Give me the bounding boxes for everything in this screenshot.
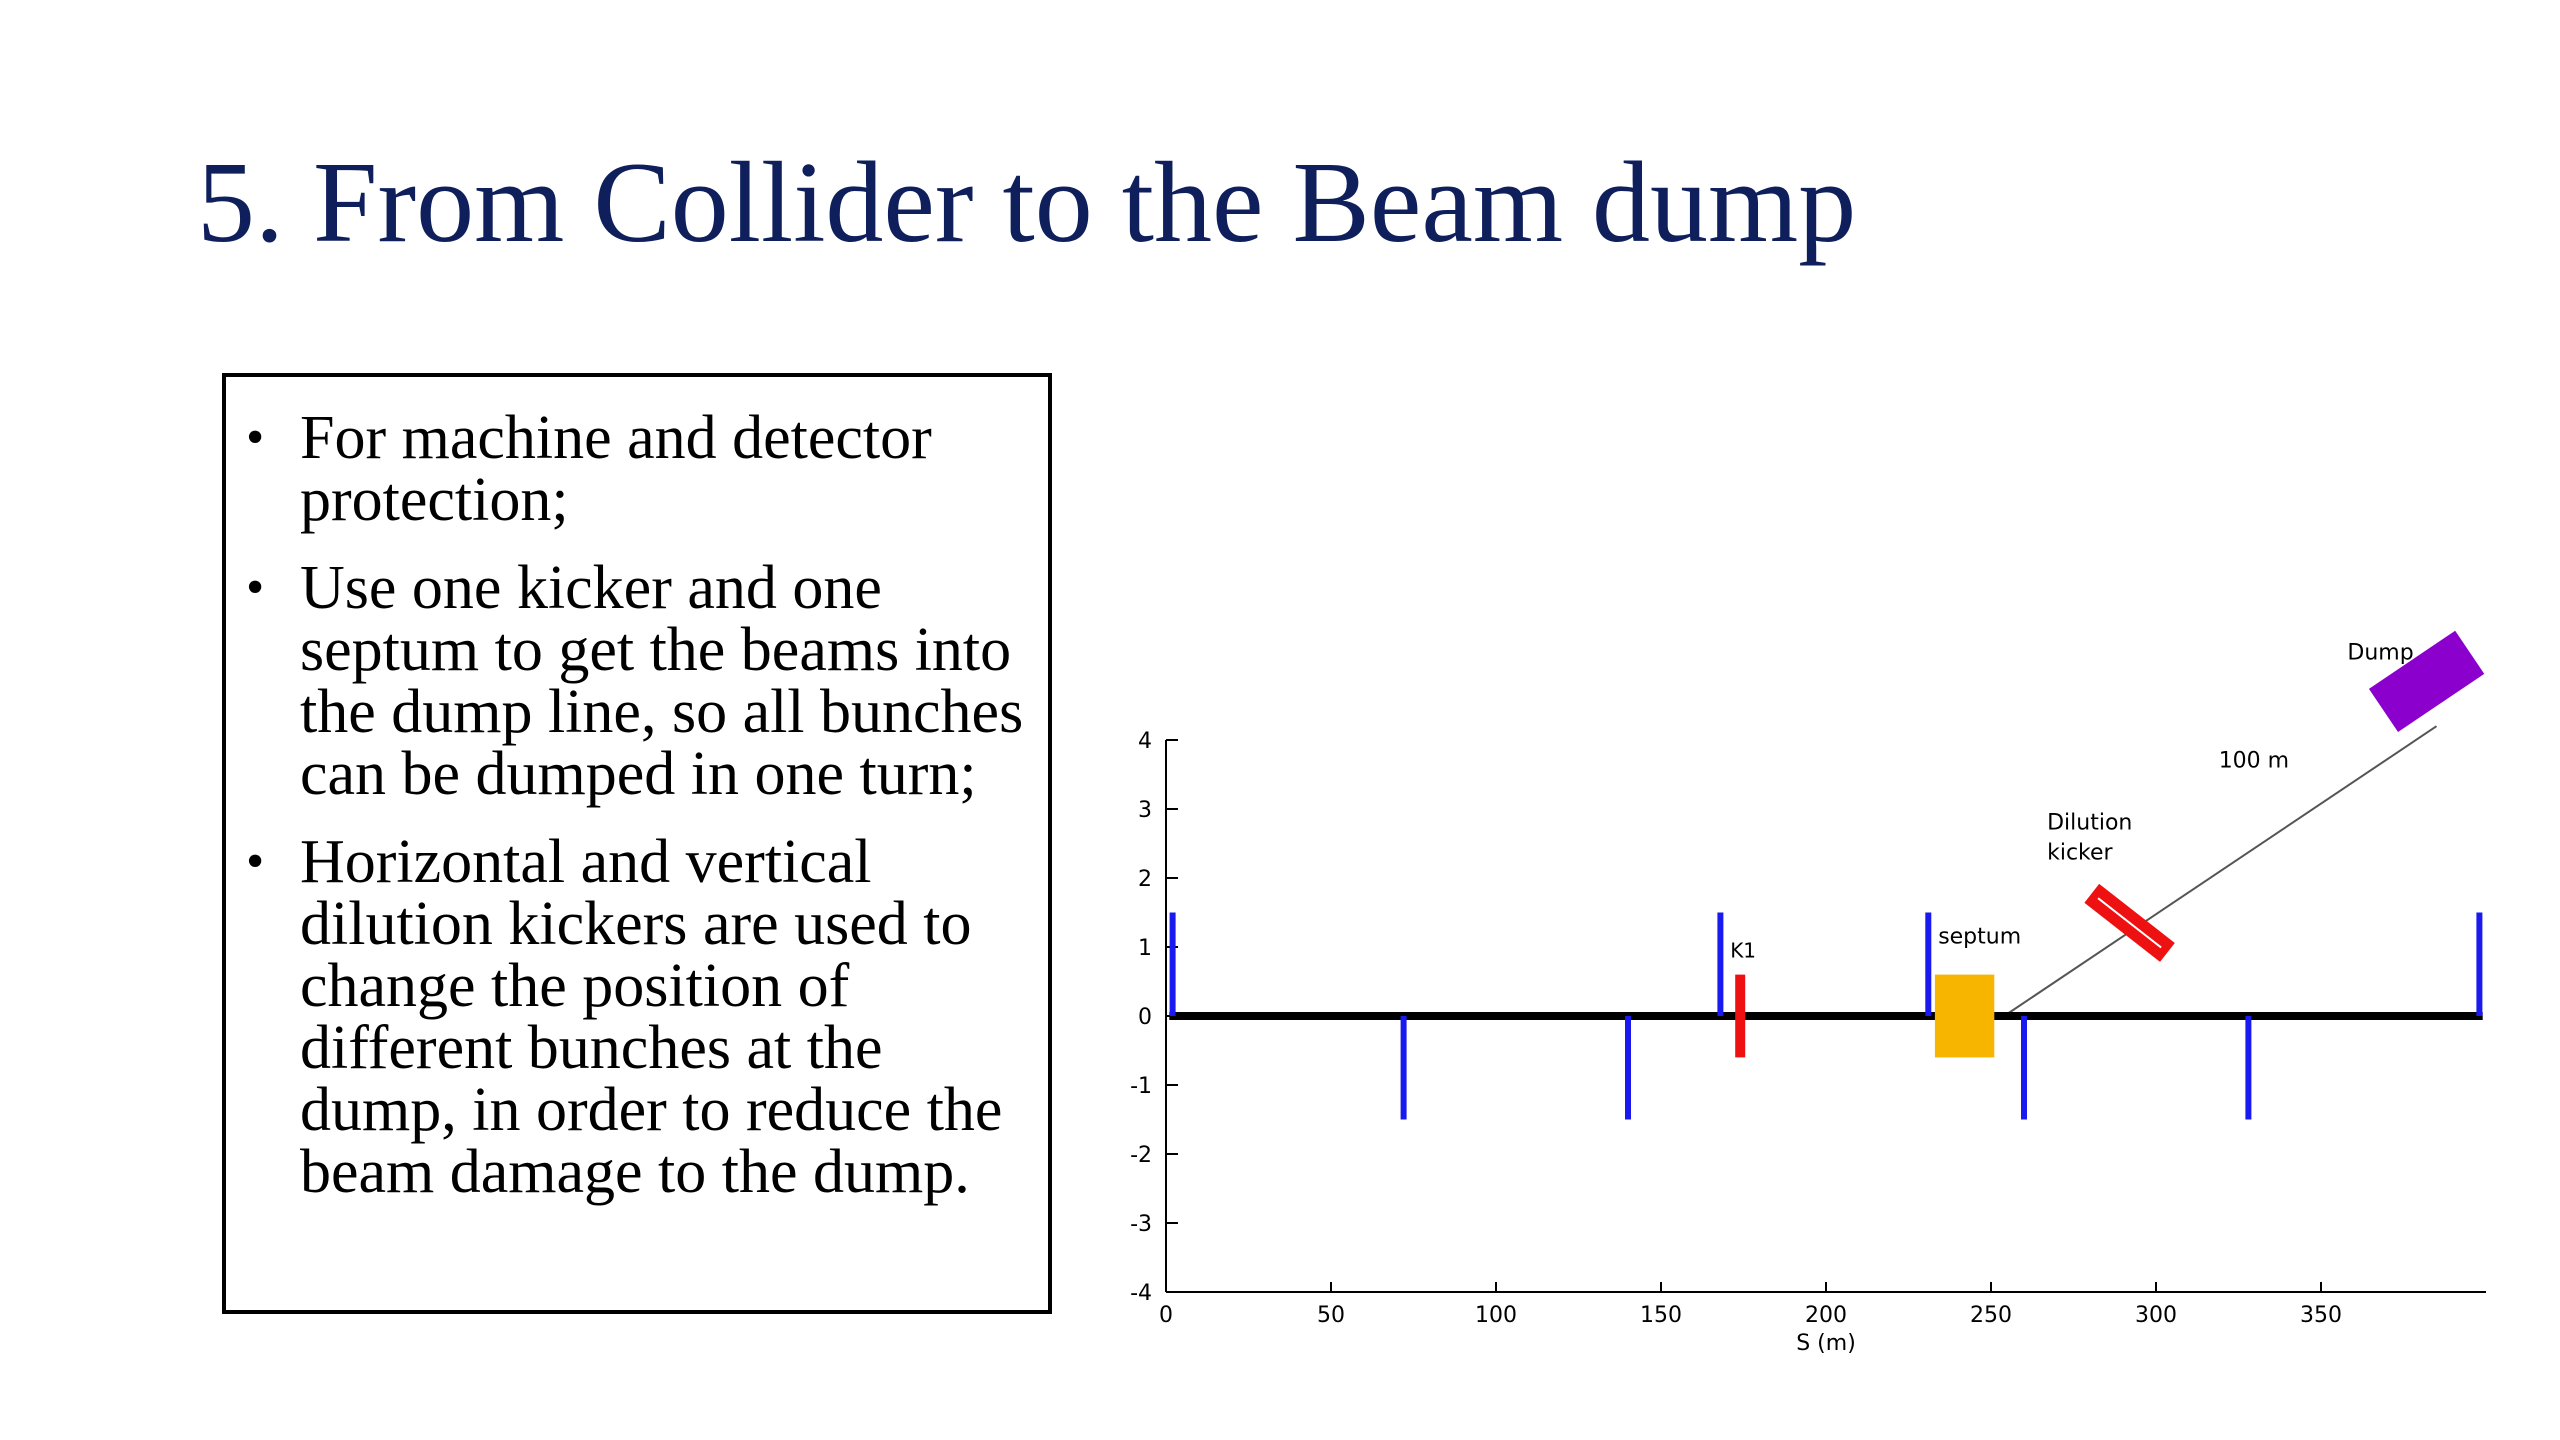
x-tick-label: 300 <box>2135 1303 2177 1328</box>
bullet-dot: • <box>246 409 265 466</box>
y-tick-label: -1 <box>1130 1074 1152 1099</box>
x-tick-label: 50 <box>1317 1303 1345 1328</box>
x-tick-label: 150 <box>1640 1303 1682 1328</box>
dump-line <box>2003 725 2438 1017</box>
k1-label: K1 <box>1730 938 1756 962</box>
x-tick-label: 350 <box>2300 1303 2342 1328</box>
bullet-box: • For machine and detector protection; •… <box>222 373 1052 1314</box>
bullet-dot: • <box>246 833 265 890</box>
bullet-dot: • <box>246 559 265 616</box>
dilution-label-line1: Dilution <box>2047 811 2132 836</box>
dump-block <box>2368 630 2485 732</box>
septum-block <box>1934 974 1995 1058</box>
x-axis-label: S (m) <box>1796 1331 1856 1356</box>
bullet-item: • Use one kicker and one septum to get t… <box>246 557 1028 805</box>
x-tick-label: 0 <box>1159 1303 1173 1328</box>
y-tick-label: 0 <box>1138 1005 1152 1030</box>
bullet-item: • Horizontal and vertical dilution kicke… <box>246 831 1028 1203</box>
dilution-label-line2: kicker <box>2047 840 2113 865</box>
bullet-text: Horizontal and vertical dilution kickers… <box>300 828 1003 1206</box>
x-tick-label: 250 <box>1970 1303 2012 1328</box>
distance-label: 100 m <box>2219 749 2289 774</box>
dump-label: Dump <box>2347 640 2413 665</box>
slide-title: 5. From Collider to the Beam dump <box>197 139 1857 267</box>
beam-dump-diagram: 4 3 2 1 0 -1 -2 -3 -4 0 50 100 150 200 250 300 350 S (m) K… <box>1130 630 2486 1356</box>
y-tick-label: 3 <box>1138 798 1152 823</box>
y-tick-label: 2 <box>1138 867 1152 892</box>
k1-kicker <box>1735 974 1746 1058</box>
x-tick-label: 100 <box>1475 1303 1517 1328</box>
y-tick-label: 1 <box>1138 936 1152 961</box>
y-tick-label: -3 <box>1130 1212 1152 1237</box>
bullet-item: • For machine and detector protection; <box>246 407 1028 531</box>
bullet-list: • For machine and detector protection; •… <box>246 407 1028 1203</box>
septum-label: septum <box>1938 925 2021 950</box>
dilution-kicker-stripe <box>2097 897 2162 949</box>
bullet-text: Use one kicker and one septum to get the… <box>300 554 1024 808</box>
bullet-text: For machine and detector protection; <box>300 404 932 534</box>
y-tick-label: -4 <box>1130 1281 1152 1306</box>
y-tick-label: -2 <box>1130 1143 1152 1168</box>
y-tick-label: 4 <box>1138 729 1152 754</box>
x-tick-label: 200 <box>1805 1303 1847 1328</box>
